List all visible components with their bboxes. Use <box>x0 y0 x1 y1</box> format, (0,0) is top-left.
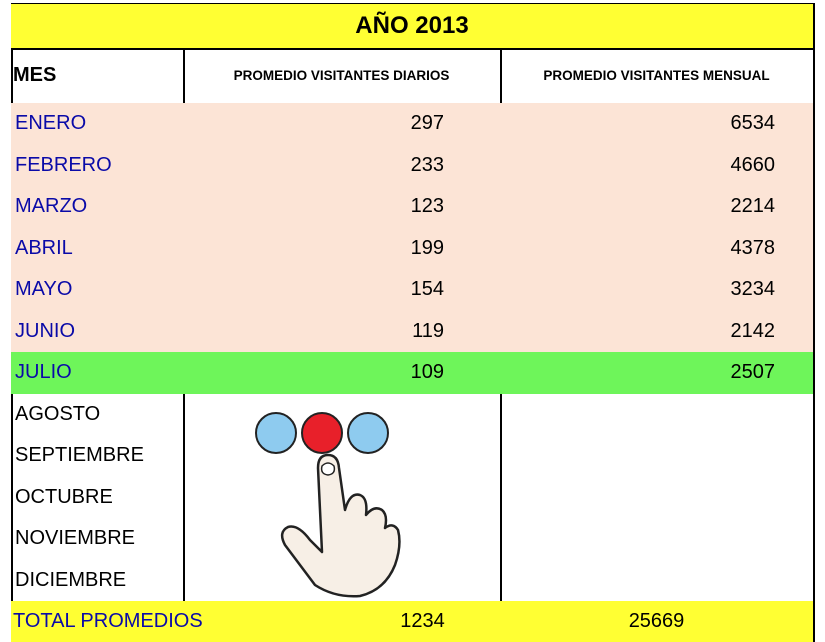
total-monthly: 25669 <box>628 610 685 632</box>
monthly-average: 2507 <box>730 361 776 384</box>
row-background <box>11 103 813 145</box>
daily-average: 199 <box>410 236 444 259</box>
monthly-average: 6534 <box>730 112 776 135</box>
total-background <box>11 601 813 642</box>
month: AGOSTO <box>15 402 101 425</box>
monthly-average: 3234 <box>730 278 776 301</box>
column-header: PROMEDIO VISITANTES MENSUAL <box>543 68 770 83</box>
month: DICIEMBRE <box>15 568 127 591</box>
monthly-average: 4660 <box>730 153 776 176</box>
total-daily: 1234 <box>400 610 445 632</box>
row-background <box>11 352 813 394</box>
border <box>11 48 813 50</box>
monthly-average: 4378 <box>730 236 776 259</box>
row-background <box>11 310 813 352</box>
month: MARZO <box>15 195 88 218</box>
monthly-average: 2142 <box>730 319 776 342</box>
row-background <box>11 269 813 311</box>
total-label: TOTAL PROMEDIOS <box>13 610 203 632</box>
month: MAYO <box>15 278 73 301</box>
row-background <box>11 144 813 186</box>
monthly-average: 2214 <box>730 195 776 218</box>
daily-average: 154 <box>410 278 444 301</box>
month: ENERO <box>15 112 87 135</box>
row-background <box>11 227 813 269</box>
month: ABRIL <box>15 236 73 259</box>
daily-average: 297 <box>410 112 444 135</box>
month: JULIO <box>15 361 72 384</box>
daily-average: 233 <box>410 153 444 176</box>
column-header: MES <box>13 64 57 86</box>
title: AÑO 2013 <box>11 4 813 48</box>
row-background <box>11 186 813 228</box>
month: NOVIEMBRE <box>15 527 136 550</box>
column-header: PROMEDIO VISITANTES DIARIOS <box>233 68 450 83</box>
month: FEBRERO <box>15 153 112 176</box>
daily-average: 109 <box>410 361 444 384</box>
daily-average: 123 <box>410 195 444 218</box>
border <box>813 3 815 642</box>
month: SEPTIEMBRE <box>15 444 144 467</box>
daily-average: 119 <box>412 319 444 342</box>
month: JUNIO <box>15 319 75 342</box>
month: OCTUBRE <box>15 485 113 508</box>
